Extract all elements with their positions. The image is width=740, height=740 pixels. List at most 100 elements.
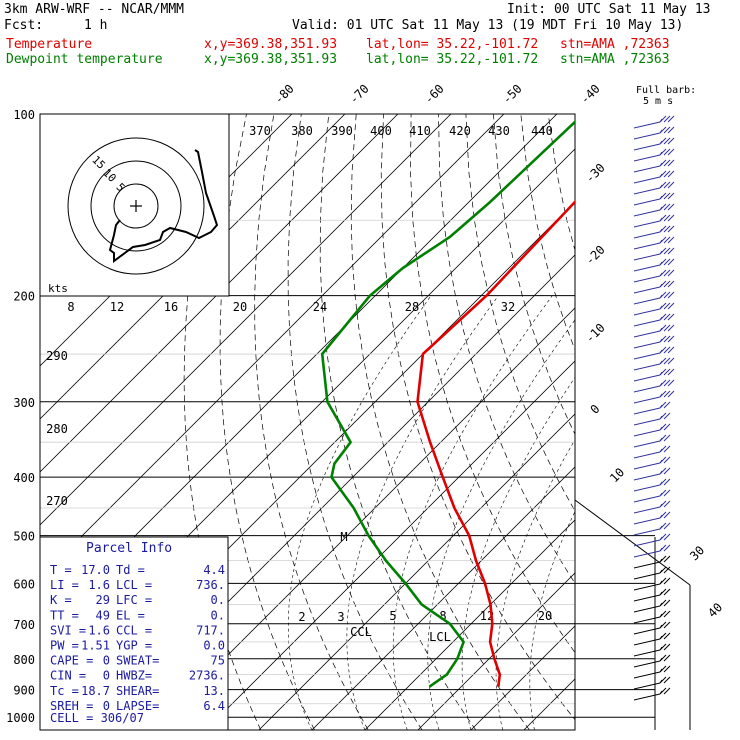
hodograph-ring bbox=[90, 160, 182, 252]
wind-barb bbox=[667, 324, 675, 332]
wind-barb bbox=[667, 346, 675, 354]
wind-barb bbox=[659, 665, 667, 673]
wind-barb bbox=[633, 638, 661, 646]
wind-barb bbox=[663, 247, 671, 255]
parcel-field: 0.0 bbox=[203, 639, 225, 653]
wind-barb bbox=[663, 126, 671, 134]
isotherm-line bbox=[40, 114, 452, 526]
isotherm-line bbox=[577, 114, 740, 730]
wind-barb bbox=[659, 676, 667, 684]
wind-barb bbox=[659, 280, 667, 288]
barb-legend-line1: Full barb: bbox=[636, 85, 696, 96]
wind-barb bbox=[659, 379, 667, 387]
parcel-field: LFC = bbox=[116, 593, 152, 607]
wind-barb bbox=[663, 137, 671, 145]
wind-barb bbox=[633, 275, 661, 283]
pressure-tick-label: 600 bbox=[13, 577, 35, 591]
theta-label: 410 bbox=[409, 124, 431, 138]
parcel-field: 13. bbox=[203, 684, 225, 698]
wind-barb bbox=[659, 522, 667, 530]
wind-barb bbox=[633, 682, 661, 690]
isotherm-label-right: -30 bbox=[583, 161, 608, 186]
wind-barb bbox=[663, 610, 671, 618]
parcel-field: 0. bbox=[211, 593, 225, 607]
wind-barb bbox=[663, 192, 671, 200]
wind-barb bbox=[659, 170, 667, 178]
wind-barb bbox=[663, 115, 671, 123]
wind-barb bbox=[667, 115, 675, 123]
wind-barb bbox=[659, 137, 667, 145]
dewpoint-legend-station: stn=AMA ,72363 bbox=[560, 52, 670, 67]
wind-barb bbox=[633, 220, 661, 228]
wind-barb bbox=[633, 671, 661, 679]
mixing-ratio-label: 16 bbox=[164, 300, 178, 314]
theta-label: 390 bbox=[331, 124, 353, 138]
parcel-field: LI = bbox=[50, 578, 79, 592]
wind-barb bbox=[663, 280, 671, 288]
parcel-field: 0. bbox=[211, 608, 225, 622]
wind-barb bbox=[663, 203, 671, 211]
wind-barb bbox=[659, 126, 667, 134]
mixing-ratio-label: 32 bbox=[501, 300, 515, 314]
wind-barb bbox=[667, 379, 675, 387]
wind-barb bbox=[659, 225, 667, 233]
isotherm-line bbox=[205, 360, 575, 730]
wind-barb bbox=[663, 390, 671, 398]
wind-barb bbox=[663, 379, 671, 387]
dry-adiabat bbox=[493, 114, 575, 435]
wind-barb bbox=[663, 170, 671, 178]
wind-barb bbox=[659, 654, 667, 662]
pressure-tick-label: 1000 bbox=[6, 711, 35, 725]
temperature-profile bbox=[416, 200, 575, 687]
isotherm-line bbox=[470, 625, 575, 730]
parcel-field: 18.7 bbox=[81, 684, 110, 698]
wind-barb bbox=[633, 693, 661, 701]
parcel-field: SREH = bbox=[50, 699, 93, 713]
wind-barb bbox=[667, 126, 675, 134]
left-theta-label: 270 bbox=[46, 494, 68, 508]
wind-barb bbox=[633, 363, 661, 371]
wind-barb bbox=[659, 115, 667, 123]
init-time: Init: 00 UTC Sat 11 May 13 bbox=[507, 2, 711, 17]
wind-barb bbox=[667, 203, 675, 211]
wind-barb bbox=[659, 236, 667, 244]
isotherm-line bbox=[152, 307, 575, 730]
wind-barb bbox=[667, 291, 675, 299]
isotherm-line bbox=[40, 114, 399, 473]
moist-adiabat bbox=[346, 295, 499, 730]
wind-barb bbox=[659, 632, 667, 640]
dry-adiabat bbox=[319, 114, 477, 730]
dry-adiabat bbox=[658, 114, 740, 730]
temperature-legend-name: Temperature bbox=[6, 37, 93, 52]
wind-barb bbox=[667, 214, 675, 222]
parcel-field: PW = bbox=[50, 639, 79, 653]
wind-barb bbox=[633, 176, 661, 184]
hodograph-box bbox=[39, 113, 230, 297]
isotherm-line bbox=[40, 114, 346, 420]
wind-barb bbox=[659, 247, 667, 255]
wind-barb bbox=[633, 242, 661, 250]
mixing-ratio-label-low: 2 bbox=[298, 610, 305, 624]
pressure-tick-label: 400 bbox=[13, 471, 35, 485]
wind-barb bbox=[663, 676, 671, 684]
dry-adiabat bbox=[547, 114, 575, 252]
wind-barb bbox=[659, 324, 667, 332]
dry-adiabat bbox=[219, 114, 315, 730]
isotherm-line bbox=[258, 413, 575, 730]
wind-barb bbox=[633, 385, 661, 393]
wind-barb bbox=[659, 412, 667, 420]
wind-barb bbox=[667, 192, 675, 200]
dry-adiabat bbox=[520, 114, 575, 351]
wind-barb bbox=[659, 434, 667, 442]
wind-barb bbox=[663, 401, 671, 409]
wind-barb bbox=[667, 247, 675, 255]
isotherm-line bbox=[311, 466, 575, 730]
isotherm-label-right: -10 bbox=[583, 321, 608, 346]
wind-barb bbox=[663, 148, 671, 156]
wind-barb bbox=[659, 588, 667, 596]
wind-barb bbox=[659, 269, 667, 277]
wind-barb bbox=[633, 528, 661, 536]
wind-barb bbox=[633, 605, 661, 613]
wind-barb bbox=[663, 357, 671, 365]
wind-barb bbox=[663, 489, 671, 497]
